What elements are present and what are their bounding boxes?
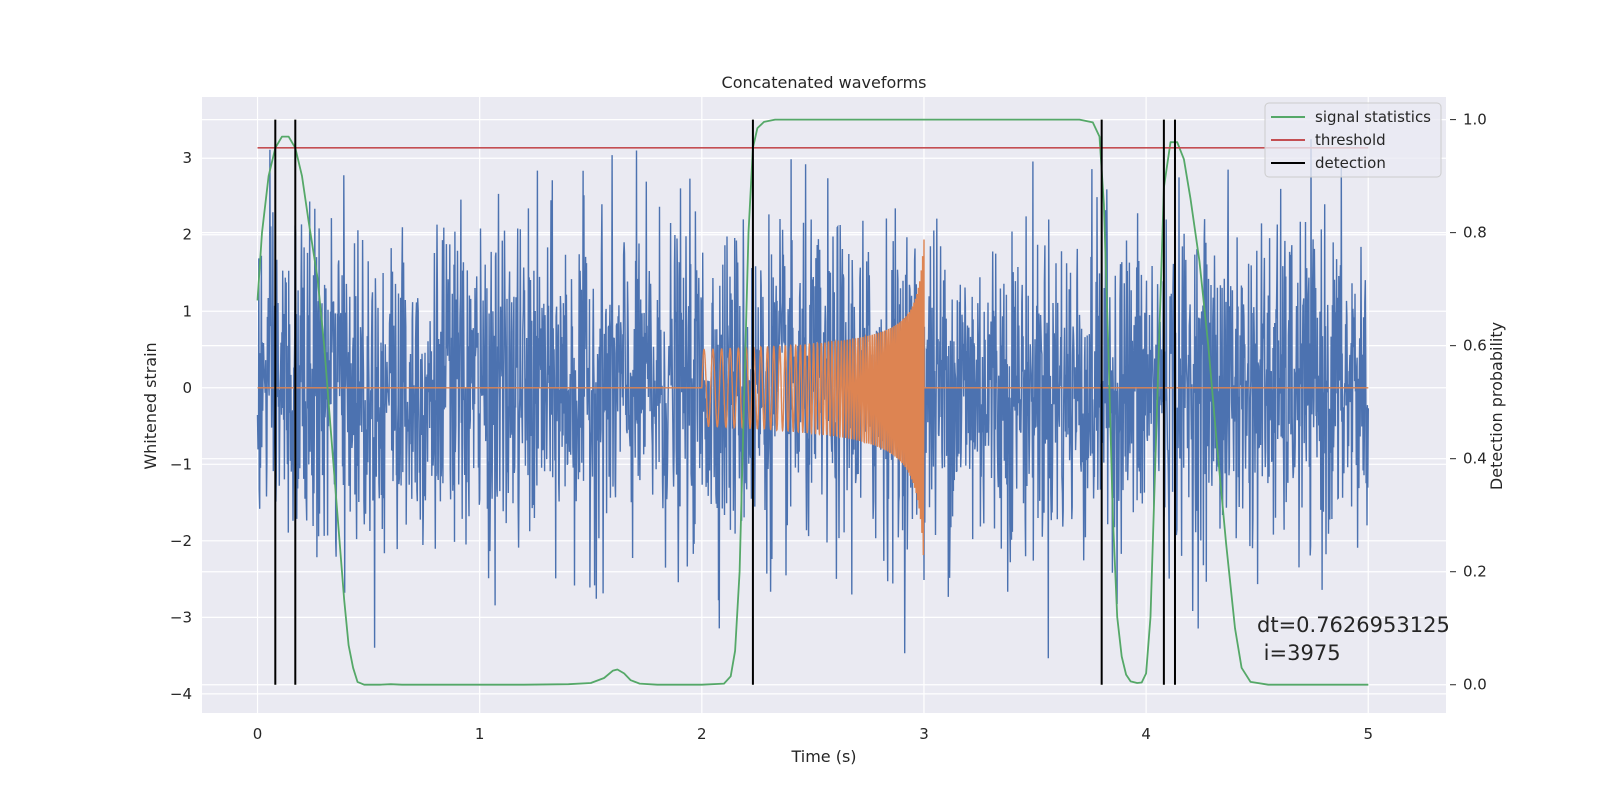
chart-title: Concatenated waveforms (722, 73, 927, 92)
y-tick-label: 0 (182, 379, 192, 397)
y2-tick-label: 0.6 (1463, 337, 1487, 355)
legend-label-threshold: threshold (1315, 131, 1386, 149)
x-tick-label: 1 (475, 725, 485, 743)
y2-tick-label: 1.0 (1463, 111, 1487, 129)
legend-label-detection: detection (1315, 154, 1386, 172)
legend: signal statistics threshold detection (1264, 102, 1442, 178)
y-tick-label: −1 (170, 455, 192, 473)
y2-tick-label: 0.8 (1463, 224, 1487, 242)
y-tick-label: 1 (182, 302, 192, 320)
y2-tick-label: 0.0 (1463, 676, 1487, 694)
legend-label-signal-statistics: signal statistics (1315, 108, 1431, 126)
y-tick-label: 3 (182, 149, 192, 167)
annotation-dt: dt=0.7626953125 (1257, 613, 1450, 637)
y-tick-label: −3 (170, 608, 192, 626)
x-tick-label: 5 (1363, 725, 1373, 743)
x-tick-label: 3 (919, 725, 929, 743)
legend-box (1264, 102, 1442, 178)
series-line-signal-statistics (256, 118, 1369, 686)
y-tick-label: 2 (182, 226, 192, 244)
x-tick-label: 0 (253, 725, 263, 743)
y-axis-label: Whitened strain (141, 342, 160, 469)
y-tick-label: −2 (170, 532, 192, 550)
y2-tick-label: 0.2 (1463, 563, 1487, 581)
series-layer (256, 118, 1370, 686)
series-line-noise (256, 139, 1370, 659)
y-tick-label: −4 (170, 685, 192, 703)
y2-axis-label: Detection probability (1487, 322, 1506, 490)
series-line-chirp (257, 239, 1369, 556)
ticks: 0 1 2 3 4 5 −4 −3 −2 −1 0 1 2 3 0.0 0.2 0.4 0.6 0.8 1.0 (170, 111, 1487, 743)
x-tick-label: 2 (697, 725, 707, 743)
annotation-i: i=3975 (1257, 641, 1341, 665)
x-axis-label: Time (s) (790, 747, 856, 766)
x-tick-label: 4 (1141, 725, 1151, 743)
y2-tick-label: 0.4 (1463, 450, 1487, 468)
